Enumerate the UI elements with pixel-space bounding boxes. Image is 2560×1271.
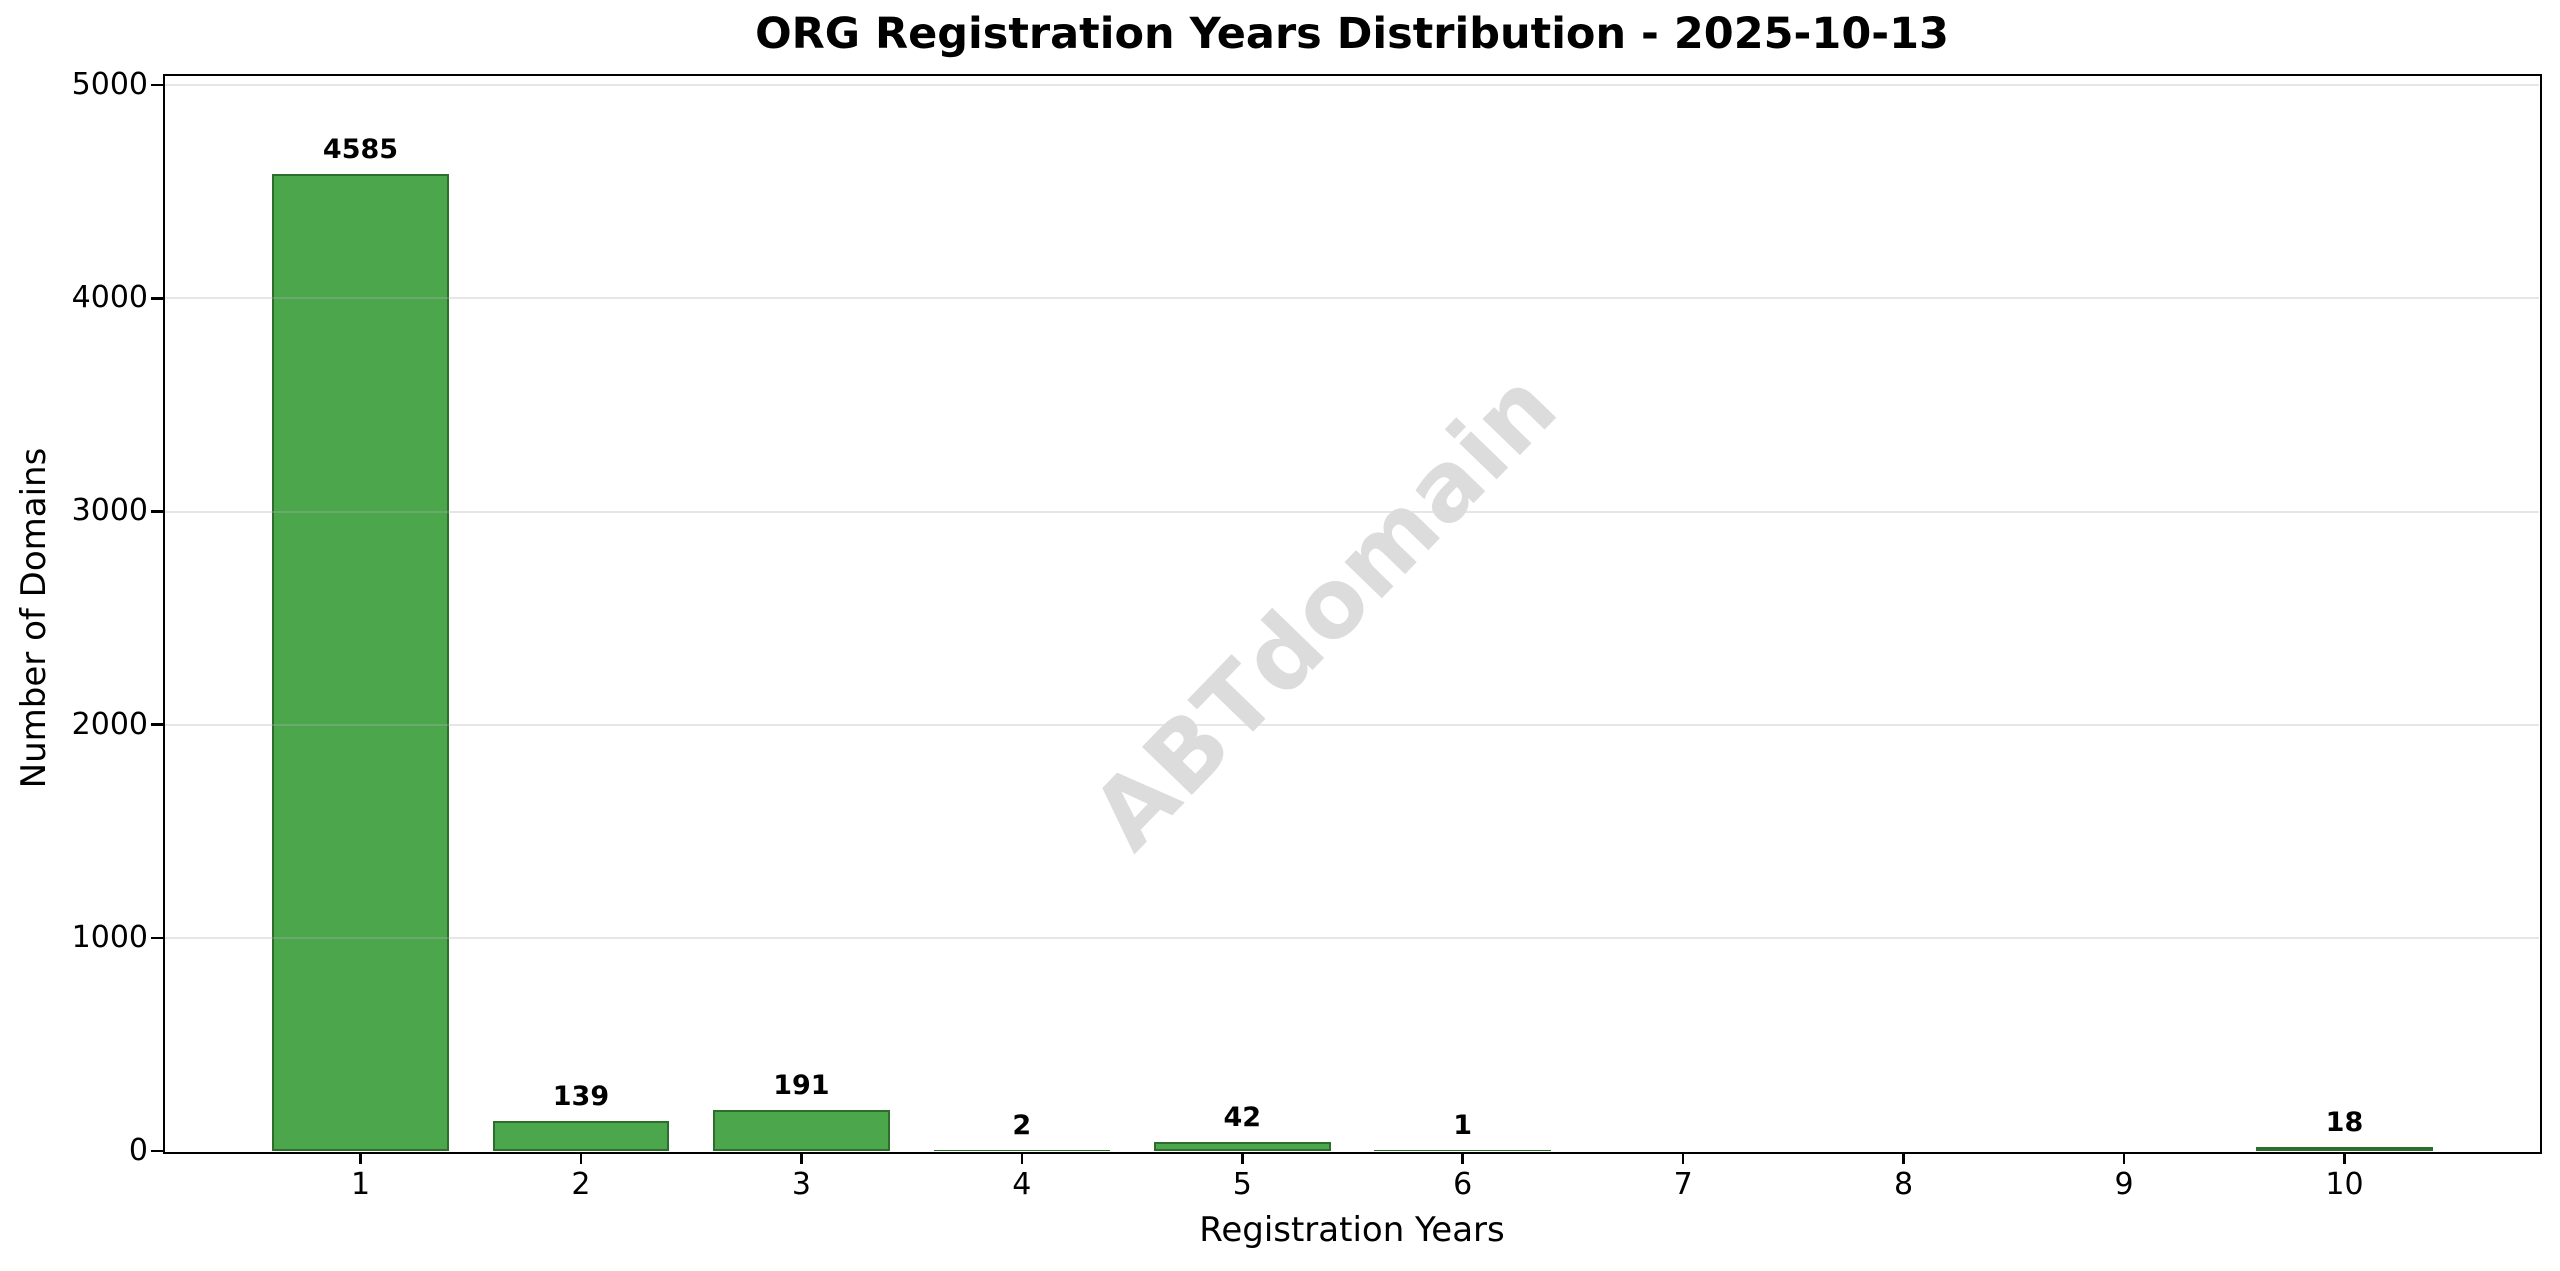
x-axis-tick — [1020, 1152, 1024, 1164]
x-axis-tick — [359, 1152, 362, 1164]
gridline — [165, 723, 2539, 726]
chart-title: ORG Registration Years Distribution - 20… — [755, 9, 1949, 59]
y-axis-label: Number of Domains — [14, 447, 54, 789]
x-axis-tick — [1241, 1152, 1244, 1164]
x-axis-tick — [1681, 1152, 1685, 1164]
x-tick-label: 10 — [2325, 1167, 2364, 1202]
bar-value-label: 42 — [1223, 1102, 1262, 1134]
bar-value-label: 4585 — [322, 133, 399, 165]
plot-layer: 4585 139 191 2 42 1 18 — [165, 76, 2539, 1151]
bar — [2256, 1147, 2433, 1151]
bar — [713, 1110, 890, 1151]
x-tick-label: 2 — [571, 1167, 591, 1202]
x-tick-label: 9 — [2114, 1167, 2134, 1202]
x-axis-label: Registration Years — [1199, 1210, 1505, 1250]
y-axis-tick — [151, 83, 164, 87]
x-tick-label: 3 — [791, 1167, 811, 1202]
y-axis-tick — [151, 723, 164, 726]
y-tick-label: 5000 — [71, 67, 148, 103]
bar-value-label: 2 — [1012, 1109, 1032, 1141]
x-axis-tick — [579, 1152, 583, 1164]
bar — [492, 1121, 670, 1151]
x-axis-tick — [1461, 1152, 1464, 1164]
x-axis-tick — [800, 1152, 803, 1164]
x-axis-tick — [2122, 1152, 2126, 1164]
y-tick-label: 1000 — [71, 919, 148, 955]
gridline — [165, 297, 2539, 300]
bar-value-label: 1 — [1453, 1109, 1473, 1141]
y-tick-label: 4000 — [71, 280, 148, 316]
x-tick-label: 8 — [1894, 1167, 1914, 1202]
bar — [933, 1149, 1111, 1151]
bar-value-label: 139 — [552, 1081, 610, 1113]
x-tick-label: 1 — [350, 1167, 371, 1202]
bar — [272, 173, 449, 1151]
y-axis-tick — [151, 510, 164, 513]
x-axis-tick — [2343, 1152, 2346, 1164]
x-tick-label: 7 — [1673, 1167, 1693, 1202]
y-axis-tick — [151, 297, 164, 300]
x-tick-label: 5 — [1232, 1167, 1252, 1202]
y-axis-tick — [151, 936, 164, 940]
bar-value-label: 191 — [773, 1070, 830, 1102]
x-tick-label: 6 — [1453, 1167, 1473, 1202]
bar-value-label: 18 — [2325, 1107, 2364, 1139]
gridline — [165, 84, 2539, 87]
bar — [1374, 1149, 1551, 1151]
y-axis-tick — [151, 1149, 164, 1153]
gridline — [165, 936, 2539, 939]
bar — [1154, 1142, 1331, 1151]
x-axis-tick — [1902, 1152, 1905, 1164]
gridline — [165, 510, 2539, 513]
y-tick-label: 0 — [128, 1133, 148, 1168]
x-tick-label: 4 — [1012, 1167, 1032, 1202]
